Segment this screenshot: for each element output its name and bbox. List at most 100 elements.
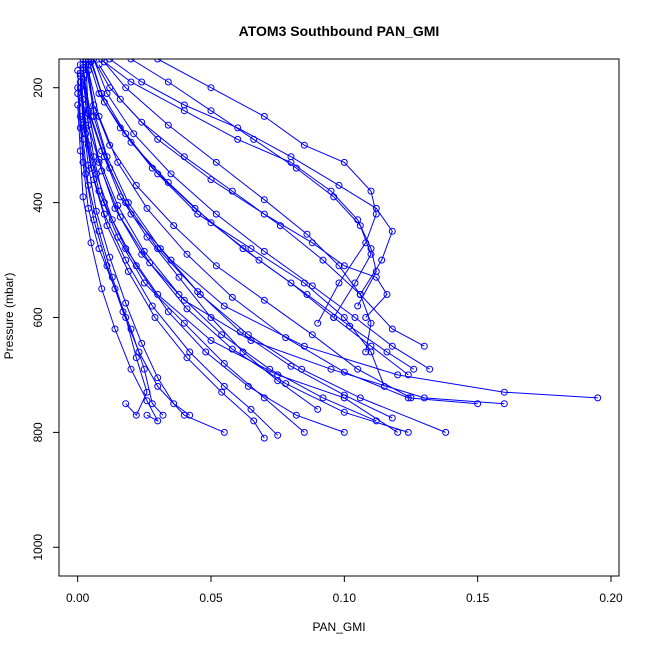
series-line [85, 64, 393, 419]
data-point [170, 400, 178, 408]
data-point [127, 138, 135, 146]
data-point [103, 90, 111, 97]
data-point [138, 78, 146, 86]
data-point [103, 262, 111, 270]
data-point [183, 305, 191, 313]
y-tick-label: 1000 [31, 534, 45, 561]
data-point [420, 342, 428, 350]
data-point [130, 130, 138, 138]
data-point [308, 282, 316, 290]
data-point [340, 428, 348, 436]
data-point [207, 176, 215, 184]
series-line [85, 59, 412, 399]
data-point [82, 170, 90, 178]
data-point [314, 319, 322, 327]
data-point [154, 135, 162, 143]
data-point [340, 262, 348, 270]
data-point [212, 210, 220, 218]
data-point [220, 382, 228, 390]
data-point [404, 394, 412, 402]
series-10 [79, 61, 322, 413]
data-point [212, 158, 220, 166]
data-point [388, 227, 396, 235]
data-point [164, 78, 172, 86]
data-point [143, 204, 151, 212]
data-point [114, 202, 122, 209]
series-line [87, 70, 478, 405]
data-point [140, 365, 148, 373]
data-point [180, 296, 188, 304]
data-point [274, 431, 282, 439]
data-point [84, 110, 92, 118]
data-point [335, 279, 343, 287]
data-point [247, 337, 255, 344]
series-line [77, 93, 148, 417]
y-tick-label: 800 [31, 422, 45, 442]
data-point [383, 348, 391, 356]
data-point [143, 397, 151, 405]
data-point [340, 408, 348, 416]
data-point [148, 400, 156, 408]
data-point [82, 61, 90, 69]
data-point [367, 342, 375, 350]
data-point [378, 256, 386, 264]
data-point [244, 382, 252, 390]
x-tick-label: 0.20 [599, 591, 623, 605]
data-point [340, 158, 348, 166]
data-point [335, 262, 343, 270]
data-point [362, 348, 370, 356]
data-point [500, 388, 508, 396]
data-point [194, 288, 202, 296]
data-point [327, 365, 335, 373]
data-point [170, 222, 178, 230]
y-axis-label: Pressure (mbar) [2, 273, 16, 360]
series-line [130, 59, 372, 318]
data-point [255, 256, 263, 264]
data-point [124, 199, 132, 207]
series-line [79, 87, 265, 439]
series-line [82, 79, 409, 433]
data-point [500, 400, 508, 408]
data-point [308, 331, 316, 339]
data-point [327, 187, 335, 195]
data-point [247, 405, 255, 413]
data-point [300, 428, 308, 436]
data-point [164, 308, 172, 316]
data-point [87, 239, 95, 247]
data-point [154, 382, 162, 390]
data-point [124, 268, 132, 275]
data-point [356, 291, 364, 298]
data-point [146, 259, 154, 267]
data-point [90, 59, 98, 63]
data-point [114, 158, 122, 166]
data-point [138, 118, 146, 126]
x-tick-label: 0.15 [466, 591, 490, 605]
data-point [122, 400, 130, 408]
series-25 [82, 61, 396, 422]
data-point [383, 291, 391, 298]
y-tick-label: 200 [31, 77, 45, 97]
x-tick-label: 0.10 [333, 591, 357, 605]
data-point [108, 216, 116, 224]
data-point [164, 179, 172, 186]
data-point [135, 348, 143, 356]
series-line [157, 59, 377, 324]
data-point [127, 365, 135, 373]
data-point [132, 181, 140, 189]
data-point [330, 314, 338, 321]
data-point [148, 302, 156, 310]
series-26 [90, 59, 434, 373]
data-point [287, 362, 295, 370]
data-point [127, 59, 135, 63]
data-point [228, 293, 236, 301]
data-point [95, 90, 103, 97]
data-point [76, 124, 84, 132]
data-point [116, 213, 124, 221]
data-point [594, 394, 602, 402]
data-point [218, 331, 226, 339]
y-tick-label: 600 [31, 307, 45, 327]
data-point [388, 342, 396, 350]
data-point [335, 181, 343, 189]
